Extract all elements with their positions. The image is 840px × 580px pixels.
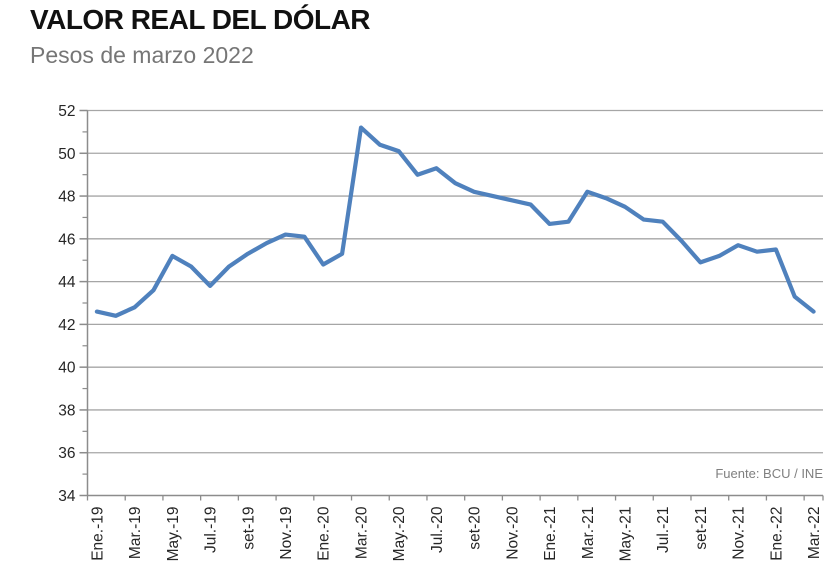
y-tick-label: 36: [58, 445, 75, 462]
x-tick-label: Ene.-20: [316, 506, 333, 561]
x-tick-label: Mar.-19: [127, 507, 144, 560]
y-tick-label: 44: [58, 274, 76, 291]
x-tick-label: Jul.-19: [203, 507, 220, 554]
y-tick-label: 48: [58, 189, 75, 206]
y-tick-label: 38: [58, 402, 75, 419]
chart-title: VALOR REAL DEL DÓLAR: [30, 4, 371, 35]
y-tick-label: 52: [58, 103, 75, 120]
x-tick-label: set-20: [467, 506, 484, 549]
x-tick-label: Ene.-21: [542, 507, 559, 561]
dollar-value-line: [94, 125, 816, 318]
x-tick-label: Jul.-21: [655, 507, 672, 554]
y-tick-label: 40: [58, 360, 76, 377]
x-tick-label: May.-19: [165, 507, 182, 562]
x-tick-label: May.-20: [391, 506, 408, 561]
x-tick-label: Mar.-20: [353, 506, 370, 559]
x-tick-label: Mar.-21: [580, 507, 597, 560]
y-tick-label: 50: [58, 146, 76, 163]
x-tick-label: Jul.-20: [429, 506, 446, 553]
x-tick-label: Ene.-22: [768, 507, 785, 561]
x-tick-label: Nov.-19: [278, 507, 295, 560]
x-tick-label: Ene.-19: [89, 507, 106, 561]
y-tick-label: 46: [58, 231, 75, 248]
source-note: Fuente: BCU / INE: [715, 466, 823, 481]
y-tick-label: 42: [58, 317, 75, 334]
x-tick-label: May.-21: [617, 507, 634, 562]
chart-subtitle: Pesos de marzo 2022: [30, 42, 254, 68]
x-tick-label: Nov.-21: [731, 507, 748, 560]
x-tick-label: set-21: [693, 507, 710, 550]
x-tick-label: set-19: [240, 507, 257, 550]
x-tick-label: Mar.-22: [806, 507, 823, 560]
y-tick-label: 34: [58, 488, 76, 505]
x-tick-label: Nov.-20: [504, 506, 521, 560]
